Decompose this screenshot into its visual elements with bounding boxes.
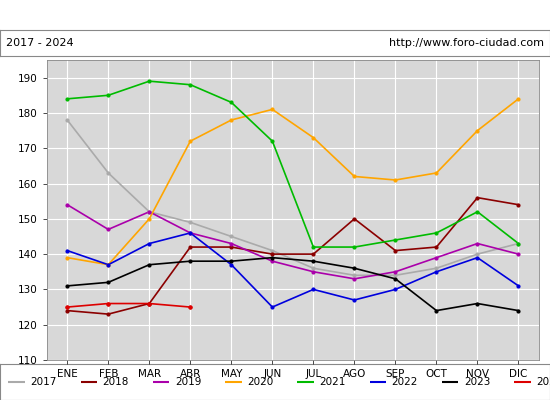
Text: Evolucion del paro registrado en El Pla de Santa Maria: Evolucion del paro registrado en El Pla … [94, 8, 456, 22]
Text: 2023: 2023 [464, 377, 491, 387]
Text: 2021: 2021 [320, 377, 346, 387]
Text: 2017: 2017 [30, 377, 57, 387]
Text: 2018: 2018 [102, 377, 129, 387]
Text: 2020: 2020 [247, 377, 273, 387]
Text: 2022: 2022 [392, 377, 418, 387]
Text: 2024: 2024 [536, 377, 550, 387]
Text: 2019: 2019 [175, 377, 201, 387]
Text: 2017 - 2024: 2017 - 2024 [6, 38, 73, 48]
Text: http://www.foro-ciudad.com: http://www.foro-ciudad.com [389, 38, 544, 48]
